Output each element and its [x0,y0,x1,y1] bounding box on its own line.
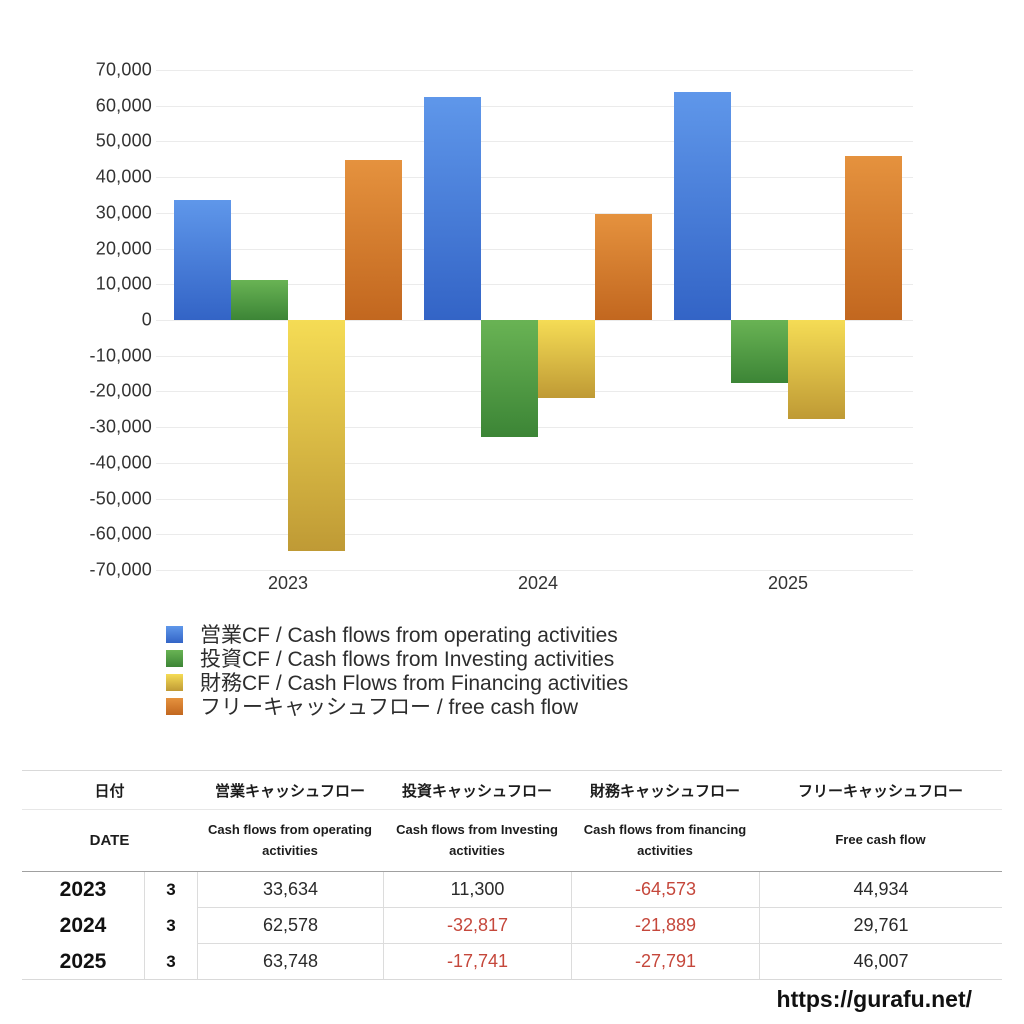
y-axis-tick-label: 10,000 [95,273,152,294]
table-row-month: 3 [144,944,197,980]
bar-operating-cf-2024 [424,96,481,320]
table-header-date-ja: 日付 [22,770,197,810]
table-row-year: 2024 [59,914,107,937]
y-axis-tick-label: 30,000 [95,202,152,223]
x-axis-category-label: 2023 [267,573,309,593]
y-axis-tick-label: -40,000 [89,452,152,473]
table-row-year: 2025 [22,944,144,980]
y-axis-tick-label: 70,000 [95,59,152,80]
table-header-investing-ja: 投資キャッシュフロー [383,770,571,810]
table-row-month: 3 [144,872,197,908]
bar-free-cash-flow-2025 [845,155,902,320]
site-url: https://gurafu.net/ [776,986,972,1012]
gridline [156,105,913,107]
gridline [156,70,913,71]
legend-label: フリーキャッシュフロー / free cash flow [200,696,579,719]
table-cell-value: 11,300 [383,872,571,908]
table-cell-value: -64,573 [571,872,759,908]
bar-financing-cf-2024 [538,320,595,399]
gridline [156,284,913,286]
table-cell-value: -21,889 [571,908,759,944]
y-axis-tick-label: -50,000 [89,488,152,509]
bar-operating-cf-2023 [174,199,231,320]
table-cell-value: 44,934 [759,872,1002,908]
gridline [156,534,913,536]
table-header-operating-ja: 営業キャッシュフロー [197,770,383,810]
chart-plot-area: 2023 2024 2025 [156,70,913,593]
y-axis-tick-label: -70,000 [89,559,152,580]
bar-investing-cf-2025 [731,320,788,384]
gridline [156,212,913,214]
table-header-free-en: Free cash flow [759,810,1002,872]
gridline [156,141,913,143]
cash-flow-table: 日付 営業キャッシュフロー 投資キャッシュフロー 財務キャッシュフロー フリーキ… [22,770,1002,980]
table-cell-value: 33,634 [197,872,383,908]
legend-swatch-icon [166,697,183,715]
table-cell-value: -27,791 [571,944,759,980]
bar-free-cash-flow-2024 [595,213,652,320]
y-axis-tick-label: -60,000 [89,523,152,544]
legend-label: 財務CF / Cash Flows from Financing activit… [200,672,629,695]
table-cell-value: 63,748 [197,944,383,980]
gridline [156,177,913,179]
y-axis-tick-label: 60,000 [95,95,152,116]
table-cell-value: 46,007 [759,944,1002,980]
y-axis-tick-label: 40,000 [95,166,152,187]
bar-financing-cf-2023 [288,320,345,551]
legend-swatch-icon [166,649,183,667]
y-axis-tick-label: -20,000 [89,380,152,401]
table-header-operating-en: Cash flows from operating activities [197,810,383,872]
gridline [156,462,913,464]
y-axis-tick-label: -10,000 [89,345,152,366]
bar-free-cash-flow-2023 [345,159,402,320]
table-cell-value: -17,741 [383,944,571,980]
table-row-year: 2023 [59,878,107,901]
bar-operating-cf-2025 [674,92,731,320]
gridline [156,570,913,571]
bar-investing-cf-2024 [481,320,538,438]
legend-item-investing-cf: 投資CF / Cash flows from Investing activit… [166,646,628,671]
table-header-financing-ja: 財務キャッシュフロー [571,770,759,810]
table-header-investing-en: Cash flows from Investing activities [383,810,571,872]
legend-item-operating-cf: 営業CF / Cash flows from operating activit… [166,622,628,647]
chart-legend: 営業CF / Cash flows from operating activit… [166,622,629,719]
table-cell-value: 29,761 [759,908,1002,944]
table-cell-value: -32,817 [383,908,571,944]
y-axis-tick-label: 20,000 [95,238,152,259]
gridline [156,498,913,500]
legend-label: 営業CF / Cash flows from operating activit… [200,624,618,647]
table-header-financing-en: Cash flows from financing activities [571,810,759,872]
bar-financing-cf-2025 [788,320,845,420]
y-axis-tick-label: 0 [141,309,152,330]
x-axis-category-label: 2024 [517,573,559,593]
legend-swatch-icon [166,625,183,643]
legend-label: 投資CF / Cash flows from Investing activit… [200,648,615,671]
y-axis-tick-label: -30,000 [89,416,152,437]
legend-item-free-cash-flow: フリーキャッシュフロー / free cash flow [166,694,628,719]
table-row-month: 3 [144,908,197,944]
table-header-date-en: DATE [22,810,197,872]
x-axis-category-label: 2025 [767,573,809,593]
y-axis-tick-label: 50,000 [95,130,152,151]
table-cell-value: 62,578 [197,908,383,944]
y-axis: 70,000 60,000 50,000 40,000 30,000 20,000 10,0… [0,60,152,580]
bar-investing-cf-2023 [231,279,288,320]
legend-swatch-icon [166,673,183,691]
gridline [156,248,913,250]
table-header-free-ja: フリーキャッシュフロー [759,770,1002,810]
legend-item-financing-cf: 財務CF / Cash Flows from Financing activit… [166,670,629,695]
